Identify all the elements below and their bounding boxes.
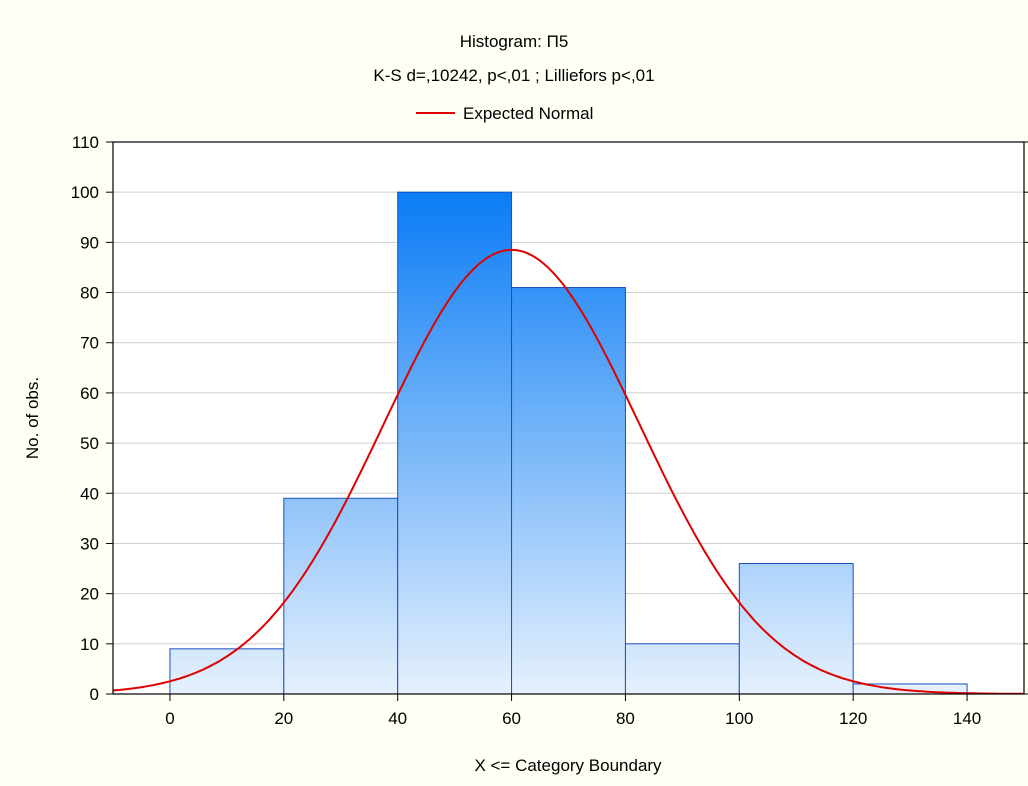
y-tick-label: 0: [90, 685, 99, 704]
x-tick-label: 0: [165, 709, 174, 728]
x-tick-label: 40: [388, 709, 407, 728]
y-tick-label: 60: [80, 384, 99, 403]
y-axis-label: No. of obs.: [23, 377, 42, 459]
y-tick-label: 30: [80, 534, 99, 553]
y-tick-label: 40: [80, 484, 99, 503]
histogram-bar: [738, 563, 854, 695]
legend-label-expected-normal: Expected Normal: [463, 104, 593, 123]
y-tick-label: 10: [80, 635, 99, 654]
chart-subtitle: K-S d=,10242, p<,01 ; Lilliefors p<,01: [373, 66, 654, 85]
y-tick-label: 20: [80, 585, 99, 604]
y-tick-label: 50: [80, 434, 99, 453]
histogram-bar: [511, 287, 626, 695]
y-tick-label: 90: [80, 233, 99, 252]
x-tick-label: 80: [616, 709, 635, 728]
y-axis: 0 10 20 30 40 50 60 70 80 90 100 110: [71, 133, 1028, 704]
y-tick-label: 100: [71, 183, 99, 202]
y-tick-label: 70: [80, 334, 99, 353]
histogram-bars: [169, 191, 968, 695]
x-tick-label: 20: [274, 709, 293, 728]
chart-legend: Expected Normal: [416, 104, 593, 123]
x-axis: 0 20 40 60 80 100 120 140: [165, 694, 981, 728]
expected-normal-curve: [113, 248, 1024, 694]
x-axis-label: X <= Category Boundary: [474, 756, 662, 775]
histogram-bar: [397, 191, 513, 695]
x-tick-label: 60: [502, 709, 521, 728]
histogram-bar: [624, 643, 740, 695]
chart-title: Histogram: П5: [460, 32, 569, 51]
y-tick-label: 110: [72, 133, 99, 152]
plot-frame: [112, 141, 1025, 695]
x-tick-label: 100: [725, 709, 753, 728]
x-tick-label: 120: [839, 709, 867, 728]
normal-curve-layer: [113, 248, 1024, 694]
y-tick-label: 80: [80, 284, 99, 303]
histogram-bar: [283, 497, 399, 695]
x-tick-label: 140: [953, 709, 981, 728]
